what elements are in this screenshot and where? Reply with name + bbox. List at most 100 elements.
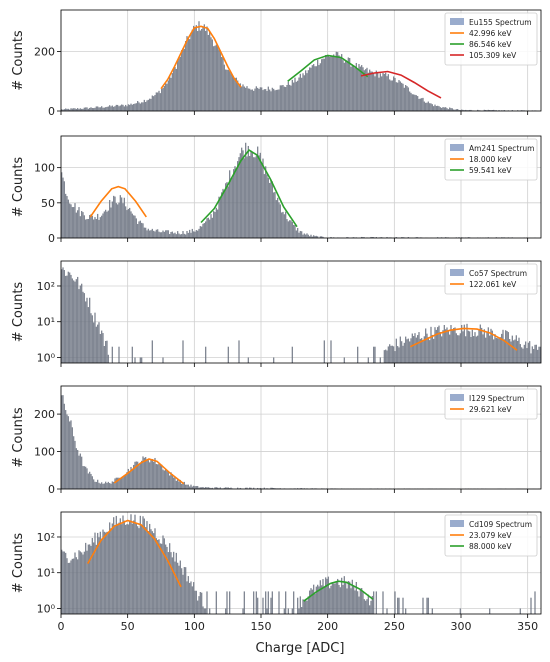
histogram-bar [414,94,416,111]
histogram-bar [386,237,388,238]
histogram-bar [82,466,84,489]
histogram-bar [289,220,291,238]
histogram-bar [281,85,283,111]
histogram-bar [423,336,425,363]
histogram-bar [109,105,111,111]
histogram-bar [439,332,441,363]
histogram-bar [158,463,160,489]
histogram-bar [495,237,497,238]
histogram-bars [61,395,540,489]
histogram-bar [214,45,216,111]
histogram-bar [189,229,191,238]
histogram-bar [511,335,513,363]
histogram-bar [179,479,181,489]
histogram-bar [366,599,368,614]
histogram-bar [98,107,100,111]
histogram-bar [203,24,205,111]
histogram-bar [107,210,109,238]
histogram-bar [167,471,169,489]
histogram-bar [151,458,153,489]
legend-swatch [450,520,464,527]
histogram-bar [89,471,91,489]
histogram-bar [73,558,75,614]
histogram-bar [323,340,325,363]
histogram-bar [66,108,68,111]
histogram-bar [511,110,513,111]
histogram-bar [223,64,225,111]
histogram-bar [163,231,165,238]
histogram-bar [489,608,491,614]
histogram-bar [145,527,147,614]
y-tick-label: 50 [41,197,55,210]
histogram-bar [65,275,67,363]
histogram-bar [147,99,149,111]
legend-label: I129 Spectrum [469,394,524,403]
histogram-bar [239,83,241,111]
histogram-bar [467,110,469,111]
histogram-bar [491,110,493,111]
histogram-bar [438,106,440,111]
histogram-bar [263,89,265,111]
histogram-bar [458,335,460,363]
histogram-bar [110,106,112,111]
histogram-bar [229,591,231,614]
histogram-bar [301,607,303,614]
histogram-bar [109,483,111,489]
histogram-bar [251,151,253,238]
histogram-bar [73,436,75,489]
histogram-bar [322,236,324,238]
histogram-bar [134,514,136,614]
histogram-bar [242,84,244,111]
histogram-bar [115,515,117,614]
histogram-bar [71,108,73,111]
histogram-bar [98,322,100,363]
histogram-bar [62,109,64,111]
histogram-bar [257,487,259,489]
histogram-bar [279,85,281,111]
histogram-bar [277,197,279,238]
histogram-bar [178,57,180,111]
histogram-bar [422,597,424,614]
histogram-bar [210,37,212,111]
histogram-bar [97,213,99,238]
histogram-bar [426,102,428,111]
histogram-bar [335,581,337,614]
histogram-bar [357,591,359,614]
histogram-bar [157,464,159,489]
histogram-bar [434,104,436,111]
histogram-bar [107,481,109,489]
histogram-bar [121,197,123,238]
histogram-bar [193,25,195,112]
y-tick-label: 10⁰ [37,351,56,364]
histogram-bar [95,218,97,238]
histogram-bar [443,325,445,363]
histogram-bar [165,230,167,238]
histogram-bar [319,580,321,614]
histogram-bar [202,606,204,614]
histogram-bar [94,312,96,363]
histogram-bar [417,335,419,363]
legend: Cd109 Spectrum 23.079 keV 88.000 keV [444,514,538,557]
histogram-bar [202,486,204,489]
histogram-bar [93,322,95,363]
histogram-bar [149,523,151,614]
histogram-bar [133,215,135,238]
histogram-bar [465,109,467,111]
histogram-bar [445,237,447,238]
histogram-bar [342,584,344,614]
histogram-bar [285,211,287,238]
histogram-bar [267,591,269,614]
histogram-bar [273,488,275,489]
histogram-bar [95,481,97,489]
histogram-bar [373,72,375,111]
histogram-bar [145,227,147,238]
histogram-bar [181,568,183,614]
x-tick-label: 100 [184,620,205,633]
histogram-bar [181,50,183,111]
histogram-bar [262,90,264,111]
histogram-bar [447,331,449,363]
histogram-bar [74,281,76,363]
histogram-bar [309,590,311,614]
histogram-bar [273,88,275,111]
histogram-bar [81,210,83,238]
